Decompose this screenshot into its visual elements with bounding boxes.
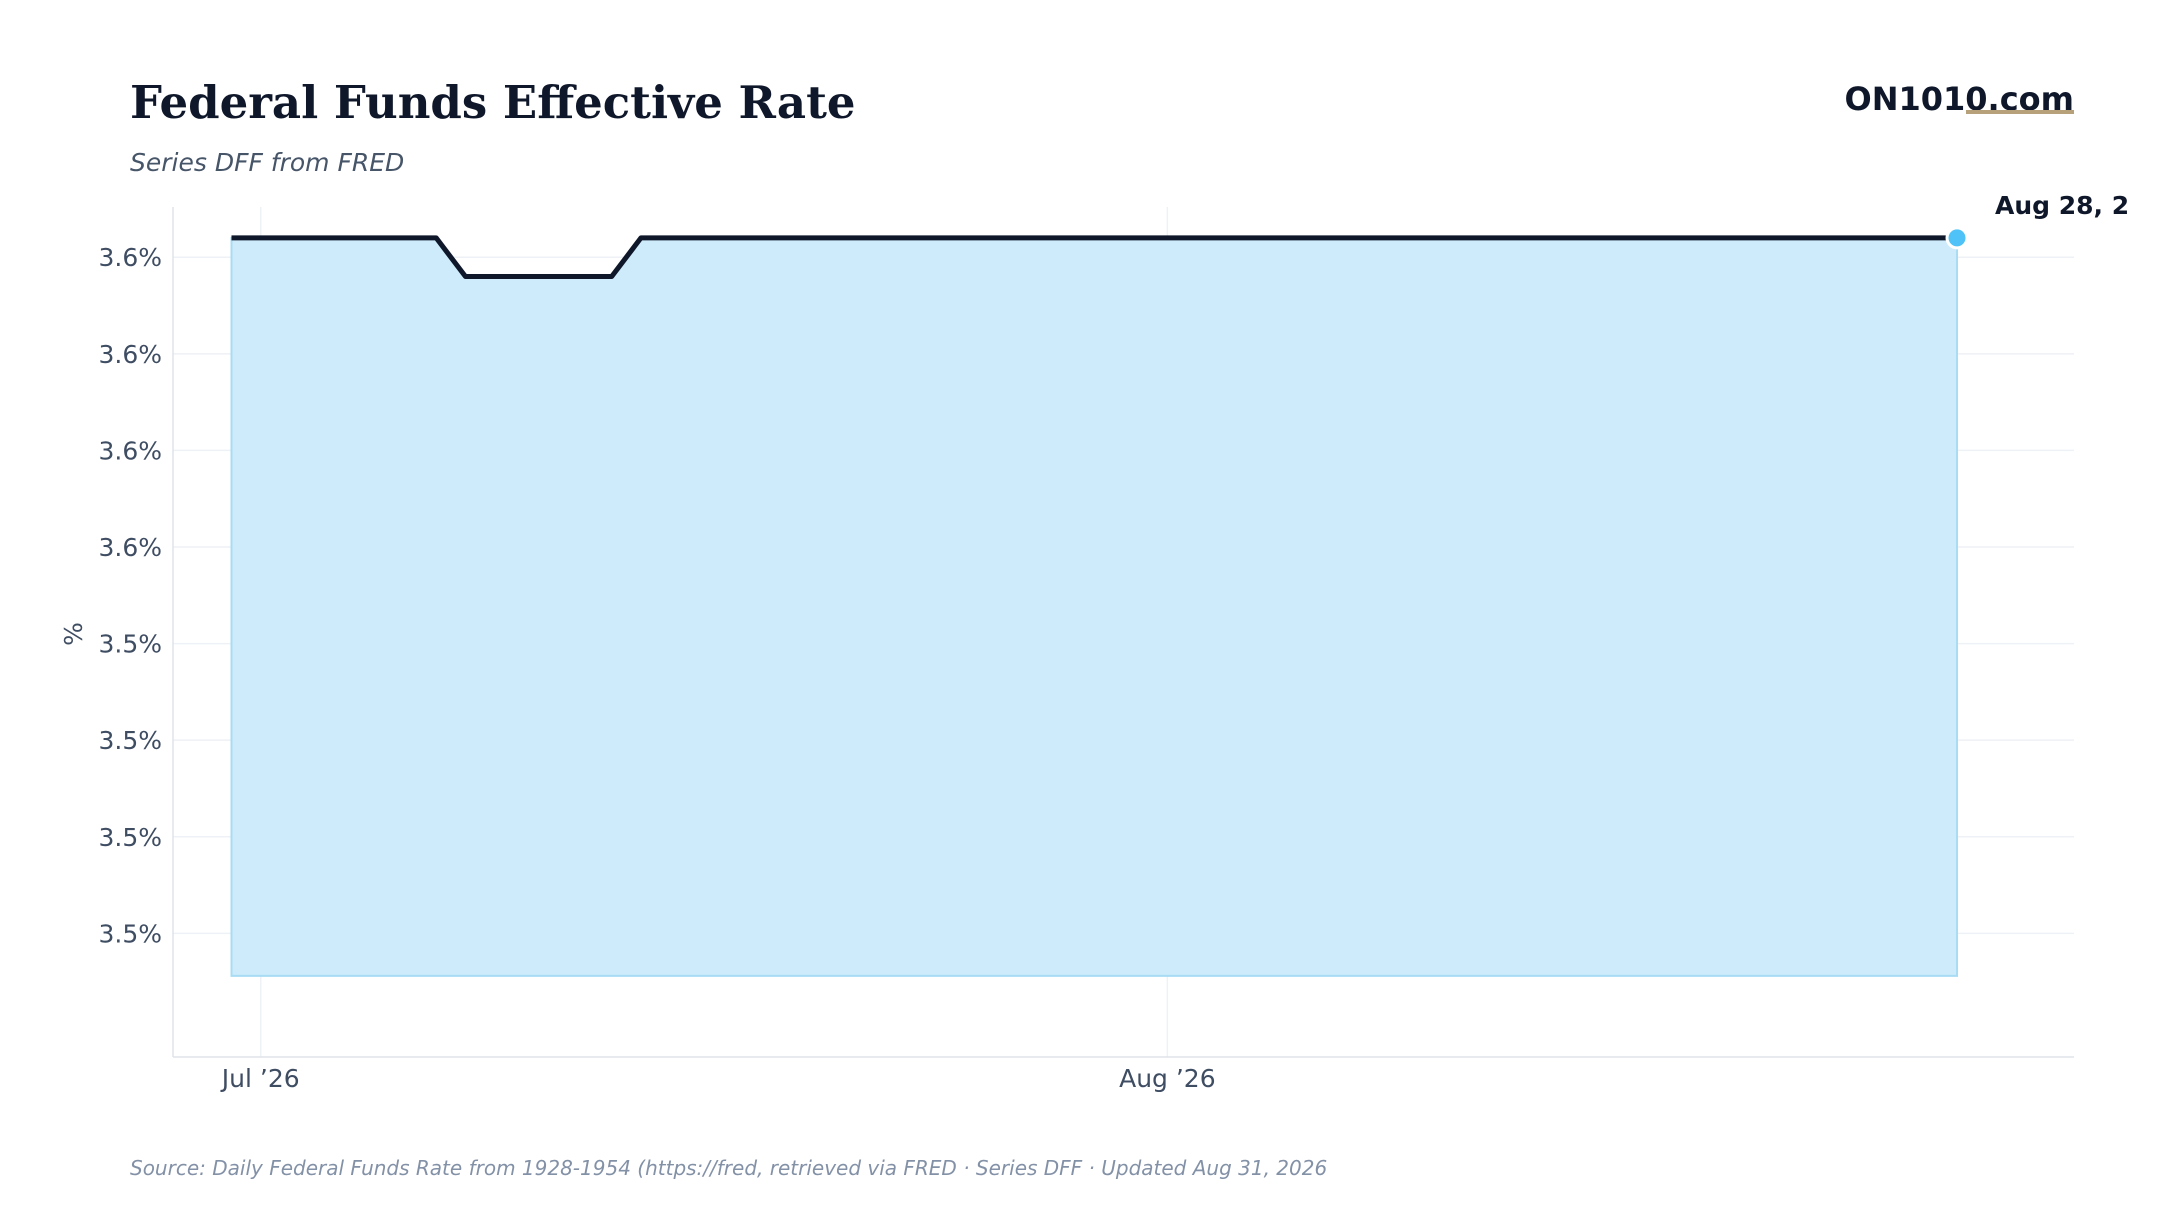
y-tick-label: 3.6% (98, 340, 162, 369)
label-layer: 3.6% 3.6% 3.6% 3.6% 3.5% 3.5% 3.5% 3.5% Jul ’26 A… (98, 191, 2129, 1093)
end-point-marker (1945, 226, 1969, 250)
y-tick-label: 3.5% (98, 919, 162, 948)
chart-subtitle: Series DFF from FRED (130, 148, 405, 177)
series-area (230, 236, 1959, 977)
y-tick-label: 3.6% (98, 243, 162, 272)
y-tick-label: 3.6% (98, 436, 162, 465)
y-tick-label: 3.6% (98, 533, 162, 562)
y-tick-label: 3.5% (98, 630, 162, 659)
x-tick-label: Aug ’26 (1119, 1064, 1216, 1093)
y-tick-label: 3.5% (98, 726, 162, 755)
area-layer (230, 236, 1959, 977)
axes-layer (172, 207, 2074, 1058)
line-layer (231, 226, 1969, 280)
brand-underline (1966, 110, 2074, 114)
chart-title: Federal Funds Effective Rate (130, 76, 856, 129)
source-note: Source: Daily Federal Funds Rate from 19… (130, 1156, 1328, 1180)
end-point-label: Aug 28, 2 (1995, 191, 2129, 220)
series-line (231, 235, 1958, 280)
x-tick-label: Jul ’26 (220, 1064, 300, 1093)
y-tick-label: 3.5% (98, 823, 162, 852)
y-axis-label: % (59, 622, 88, 646)
